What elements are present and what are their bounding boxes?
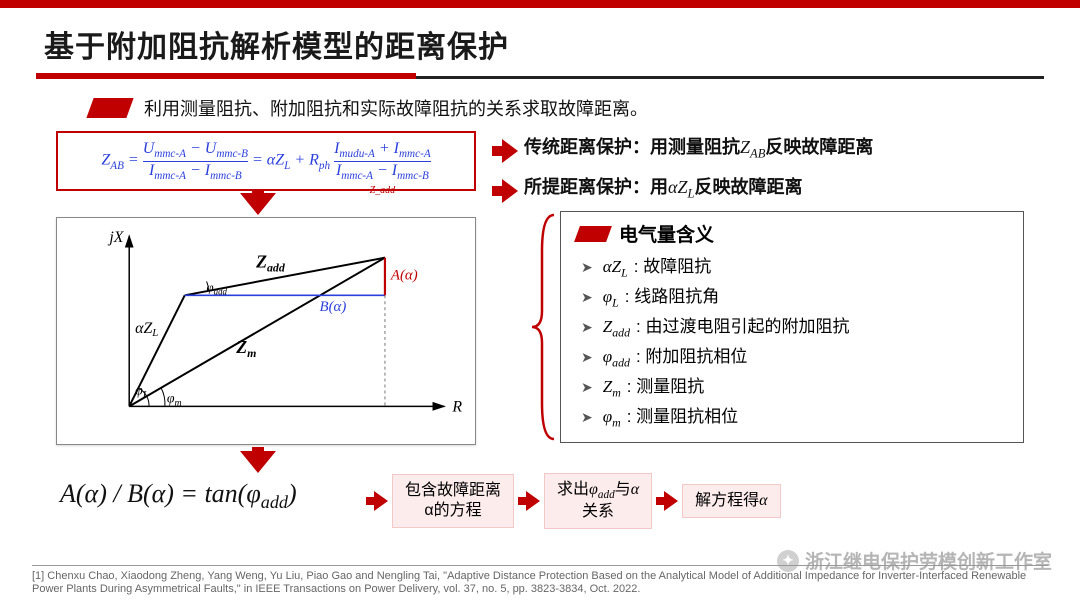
arrow-right-icon	[366, 491, 388, 511]
lead-row: 利用测量阻抗、附加阻抗和实际故障阻抗的关系求取故障距离。	[90, 95, 1080, 121]
svg-text:Zm: Zm	[235, 337, 256, 360]
curly-brace-icon	[530, 211, 558, 443]
legend-item: ➤φm: 测量阻抗相位	[581, 403, 1013, 433]
parallelogram-icon	[574, 226, 612, 242]
parallelogram-icon	[86, 98, 133, 118]
legend-title: 电气量含义	[619, 220, 714, 247]
arrow-right-icon	[492, 179, 518, 203]
legend-list: ➤αZL: 故障阻抗➤φL: 线路阻抗角➤Zadd: 由过渡电阻引起的附加阻抗➤…	[561, 251, 1023, 433]
legend-title-row: 电气量含义	[561, 212, 1023, 251]
svg-text:αZL: αZL	[135, 320, 158, 339]
svg-text:A(α): A(α)	[390, 267, 418, 283]
main-formula-box: ZAB = Ummc-A − Ummc-B Immc-A − Immc-B = …	[56, 131, 476, 191]
lead-text: 利用测量阻抗、附加阻抗和实际故障阻抗的关系求取故障距离。	[144, 95, 648, 121]
title-row: 基于附加阻抗解析模型的距离保护	[0, 8, 1080, 76]
legend-box: 电气量含义 ➤αZL: 故障阻抗➤φL: 线路阻抗角➤Zadd: 由过渡电阻引起…	[560, 211, 1024, 443]
top-accent-bar	[0, 0, 1080, 8]
arrow-down-icon	[240, 193, 276, 215]
content-area: ZAB = Ummc-A − Ummc-B Immc-A − Immc-B = …	[0, 131, 1080, 531]
svg-text:φadd: φadd	[207, 280, 228, 296]
axis-r-label: R	[451, 398, 462, 415]
legend-item: ➤αZL: 故障阻抗	[581, 253, 1013, 283]
arrow-down-icon	[240, 451, 276, 473]
flow-step-1: 包含故障距离α的方程	[392, 474, 514, 528]
arrow-right-icon	[492, 139, 518, 163]
diagram-svg: R jX Zadd αZL Zm φL φm φadd A(α) B(α)	[57, 218, 475, 444]
svg-text:Zadd: Zadd	[255, 252, 286, 275]
title-underline	[36, 76, 1044, 79]
axis-jx-label: jX	[107, 229, 124, 246]
main-formula: ZAB = Ummc-A − Ummc-B Immc-A − Immc-B = …	[101, 140, 430, 182]
flow-step-3: 解方程得α	[682, 484, 780, 518]
citation: [1] Chenxu Chao, Xiaodong Zheng, Yang We…	[32, 565, 1048, 596]
legend-item: ➤φadd: 附加阻抗相位	[581, 343, 1013, 373]
impedance-diagram: R jX Zadd αZL Zm φL φm φadd A(α) B(α)	[56, 217, 476, 445]
arrow-right-icon	[518, 491, 540, 511]
svg-text:B(α): B(α)	[320, 299, 347, 315]
legend-item: ➤φL: 线路阻抗角	[581, 283, 1013, 313]
svg-text:φm: φm	[167, 391, 182, 408]
page-title: 基于附加阻抗解析模型的距离保护	[44, 22, 509, 66]
arrow-right-icon	[656, 491, 678, 511]
svg-text:φL: φL	[135, 383, 149, 400]
traditional-protection-line: 传统距离保护：用测量阻抗ZAB反映故障距离	[524, 133, 873, 162]
flow-row: 包含故障距离α的方程 求出φadd与α关系 解方程得α	[366, 473, 781, 529]
final-equation: A(α) / B(α) = tan(φadd)	[60, 479, 297, 513]
legend-item: ➤Zm: 测量阻抗	[581, 373, 1013, 403]
legend-item: ➤Zadd: 由过渡电阻引起的附加阻抗	[581, 313, 1013, 343]
proposed-protection-line: 所提距离保护：用αZL反映故障距离	[524, 173, 802, 202]
flow-step-2: 求出φadd与α关系	[544, 473, 652, 529]
